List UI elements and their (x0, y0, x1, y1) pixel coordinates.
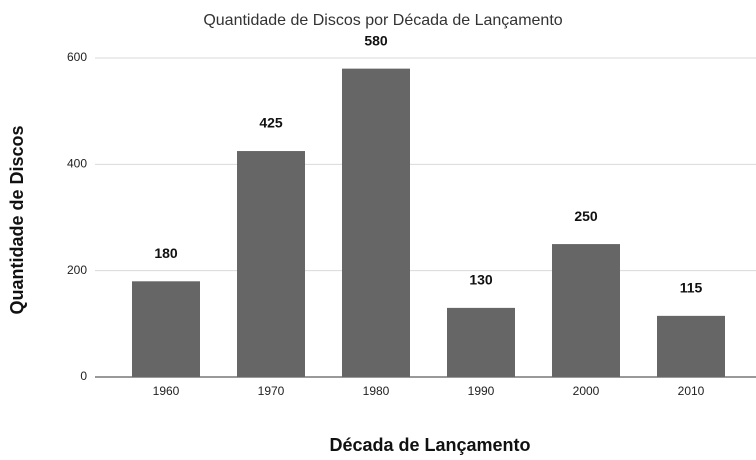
y-tick-label: 600 (67, 50, 87, 64)
y-axis-label: Quantidade de Discos (7, 125, 27, 314)
x-tick-label: 1960 (153, 384, 180, 398)
bar (342, 68, 410, 377)
y-tick-label: 0 (80, 369, 87, 383)
x-tick-label: 2000 (573, 384, 600, 398)
data-label: 250 (574, 208, 598, 224)
bar (132, 281, 200, 377)
bar (552, 244, 620, 377)
x-tick-label: 1990 (468, 384, 495, 398)
bar (237, 151, 305, 377)
data-label: 130 (469, 272, 493, 288)
x-tick-label: 1970 (258, 384, 285, 398)
x-tick-label: 2010 (678, 384, 705, 398)
bar (657, 315, 725, 377)
x-tick-label: 1980 (363, 384, 390, 398)
chart-title: Quantidade de Discos por Década de Lança… (203, 12, 562, 29)
data-label: 425 (259, 115, 283, 131)
x-axis-label: Década de Lançamento (329, 435, 530, 455)
data-label: 180 (154, 245, 178, 261)
data-label: 580 (364, 32, 388, 48)
data-label: 115 (680, 280, 703, 296)
y-tick-label: 200 (67, 263, 87, 277)
y-tick-label: 400 (67, 157, 87, 171)
bar (447, 307, 515, 377)
